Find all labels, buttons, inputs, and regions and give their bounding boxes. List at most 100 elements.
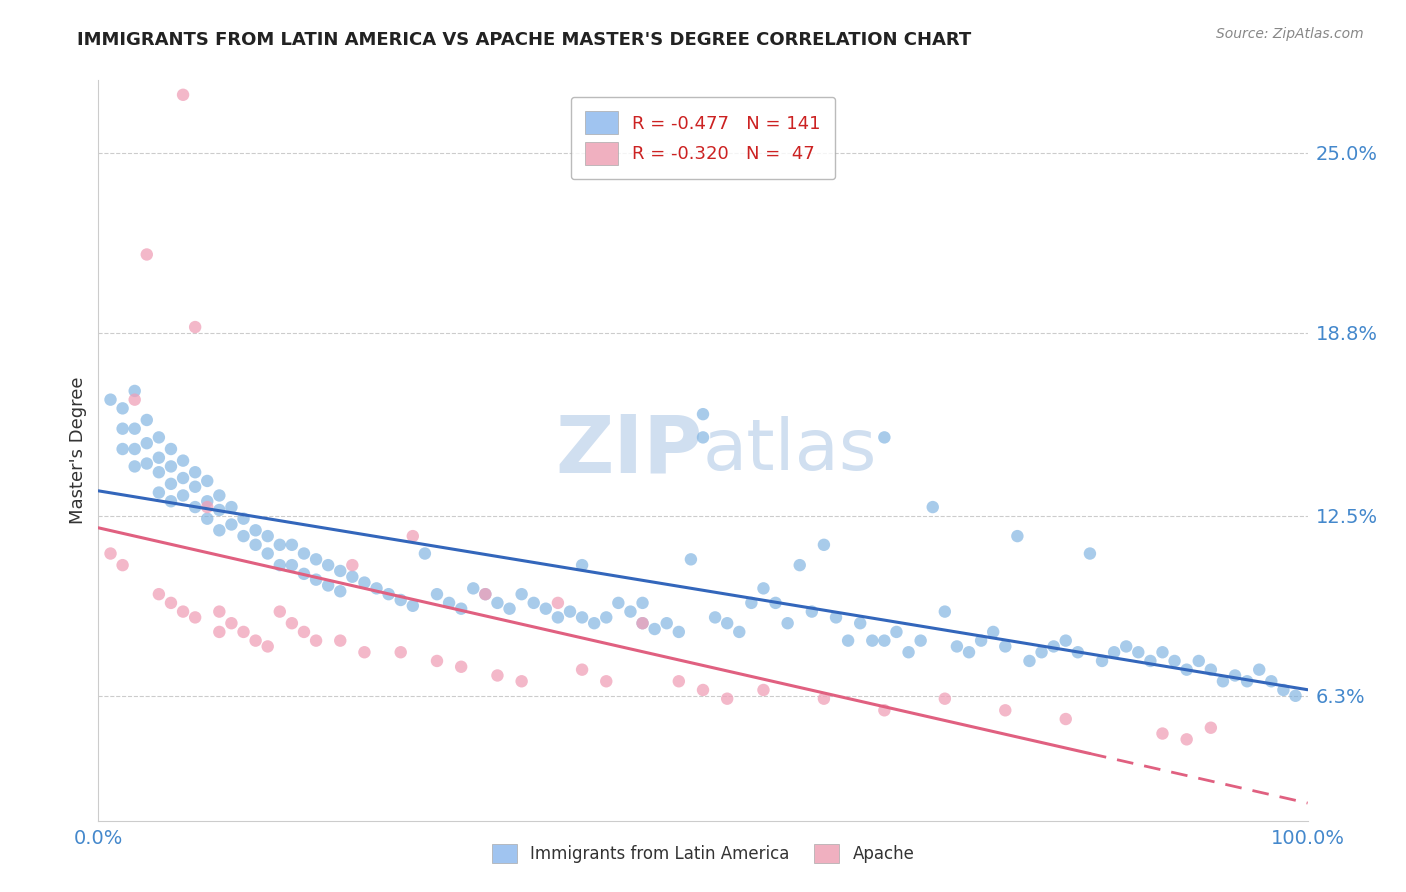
Point: [981, 624, 1004, 639]
Point: [195, 511, 218, 525]
Point: [292, 566, 315, 581]
Point: [619, 605, 641, 619]
Point: [221, 616, 243, 631]
Point: [789, 558, 811, 573]
Legend: Immigrants from Latin America, Apache: Immigrants from Latin America, Apache: [484, 836, 922, 871]
Point: [1249, 663, 1271, 677]
Point: [813, 691, 835, 706]
Point: [547, 610, 569, 624]
Point: [571, 610, 593, 624]
Point: [124, 384, 146, 398]
Point: [1236, 674, 1258, 689]
Point: [547, 596, 569, 610]
Point: [100, 547, 122, 561]
Point: [208, 503, 231, 517]
Point: [172, 605, 194, 619]
Point: [160, 476, 183, 491]
Point: [510, 674, 533, 689]
Point: [837, 633, 859, 648]
Point: [377, 587, 399, 601]
Point: [124, 422, 146, 436]
Point: [523, 596, 546, 610]
Point: [1115, 640, 1137, 654]
Point: [692, 407, 714, 421]
Point: [510, 587, 533, 601]
Point: [426, 587, 449, 601]
Point: [245, 633, 267, 648]
Point: [111, 558, 134, 573]
Point: [281, 616, 304, 631]
Point: [873, 430, 896, 444]
Point: [426, 654, 449, 668]
Point: [1102, 645, 1125, 659]
Point: [1139, 654, 1161, 668]
Point: [160, 596, 183, 610]
Point: [595, 610, 617, 624]
Point: [825, 610, 848, 624]
Point: [1223, 668, 1246, 682]
Point: [135, 436, 157, 450]
Point: [305, 573, 328, 587]
Point: [281, 538, 304, 552]
Point: [994, 640, 1017, 654]
Point: [716, 691, 738, 706]
Point: [292, 547, 315, 561]
Point: [353, 575, 375, 590]
Point: [534, 601, 557, 615]
Point: [607, 596, 630, 610]
Point: [402, 599, 425, 613]
Point: [498, 601, 520, 615]
Point: [329, 584, 352, 599]
Point: [631, 616, 654, 631]
Point: [269, 605, 291, 619]
Point: [692, 430, 714, 444]
Point: [450, 601, 472, 615]
Point: [1284, 689, 1306, 703]
Point: [389, 593, 412, 607]
Point: [752, 683, 775, 698]
Point: [1199, 721, 1222, 735]
Point: [1128, 645, 1150, 659]
Point: [305, 552, 328, 566]
Text: atlas: atlas: [703, 416, 877, 485]
Point: [111, 442, 134, 456]
Point: [172, 471, 194, 485]
Point: [849, 616, 872, 631]
Point: [910, 633, 932, 648]
Point: [692, 683, 714, 698]
Point: [135, 413, 157, 427]
Point: [1260, 674, 1282, 689]
Point: [256, 640, 278, 654]
Text: IMMIGRANTS FROM LATIN AMERICA VS APACHE MASTER'S DEGREE CORRELATION CHART: IMMIGRANTS FROM LATIN AMERICA VS APACHE …: [77, 31, 972, 49]
Point: [934, 691, 956, 706]
Point: [571, 558, 593, 573]
Point: [329, 633, 352, 648]
Point: [897, 645, 920, 659]
Point: [160, 494, 183, 508]
Point: [1152, 645, 1174, 659]
Point: [232, 624, 254, 639]
Point: [208, 605, 231, 619]
Point: [946, 640, 969, 654]
Point: [195, 494, 218, 508]
Point: [281, 558, 304, 573]
Point: [1078, 547, 1101, 561]
Point: [728, 624, 751, 639]
Point: [486, 668, 509, 682]
Point: [184, 465, 207, 479]
Point: [1067, 645, 1090, 659]
Text: Source: ZipAtlas.com: Source: ZipAtlas.com: [1216, 27, 1364, 41]
Point: [716, 616, 738, 631]
Point: [329, 564, 352, 578]
Point: [1175, 732, 1198, 747]
Point: [934, 605, 956, 619]
Point: [256, 547, 278, 561]
Point: [135, 247, 157, 261]
Point: [172, 453, 194, 467]
Point: [1188, 654, 1211, 668]
Point: [135, 457, 157, 471]
Point: [269, 558, 291, 573]
Point: [195, 474, 218, 488]
Point: [631, 596, 654, 610]
Point: [232, 511, 254, 525]
